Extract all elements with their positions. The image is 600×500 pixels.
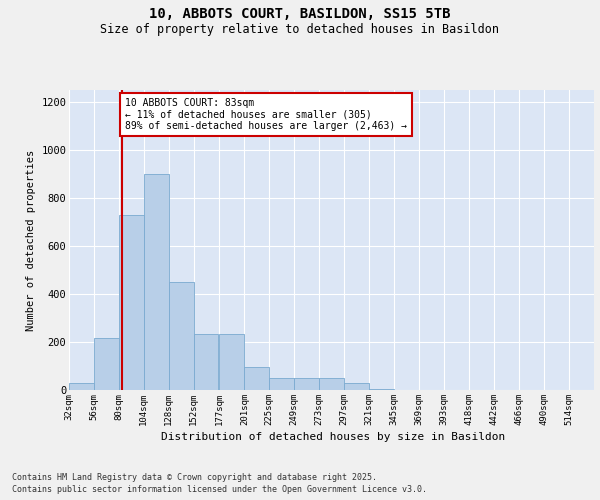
Text: 10, ABBOTS COURT, BASILDON, SS15 5TB: 10, ABBOTS COURT, BASILDON, SS15 5TB (149, 8, 451, 22)
Bar (319, 378, 344, 390)
Y-axis label: Number of detached properties: Number of detached properties (26, 150, 35, 330)
Bar (144, 174, 169, 390)
Bar (69, 384, 94, 390)
Text: Contains public sector information licensed under the Open Government Licence v3: Contains public sector information licen… (12, 485, 427, 494)
Bar (169, 282, 194, 390)
Text: Distribution of detached houses by size in Basildon: Distribution of detached houses by size … (161, 432, 505, 442)
Text: 10 ABBOTS COURT: 83sqm
← 11% of detached houses are smaller (305)
89% of semi-de: 10 ABBOTS COURT: 83sqm ← 11% of detached… (125, 98, 407, 130)
Bar (369, 389, 394, 390)
Bar (269, 378, 294, 390)
Bar (119, 215, 144, 390)
Bar (344, 384, 369, 390)
Text: Size of property relative to detached houses in Basildon: Size of property relative to detached ho… (101, 22, 499, 36)
Text: Contains HM Land Registry data © Crown copyright and database right 2025.: Contains HM Land Registry data © Crown c… (12, 472, 377, 482)
Bar (220, 334, 244, 390)
Bar (94, 338, 119, 390)
Bar (294, 378, 319, 390)
Bar (244, 367, 269, 390)
Bar (194, 334, 218, 390)
